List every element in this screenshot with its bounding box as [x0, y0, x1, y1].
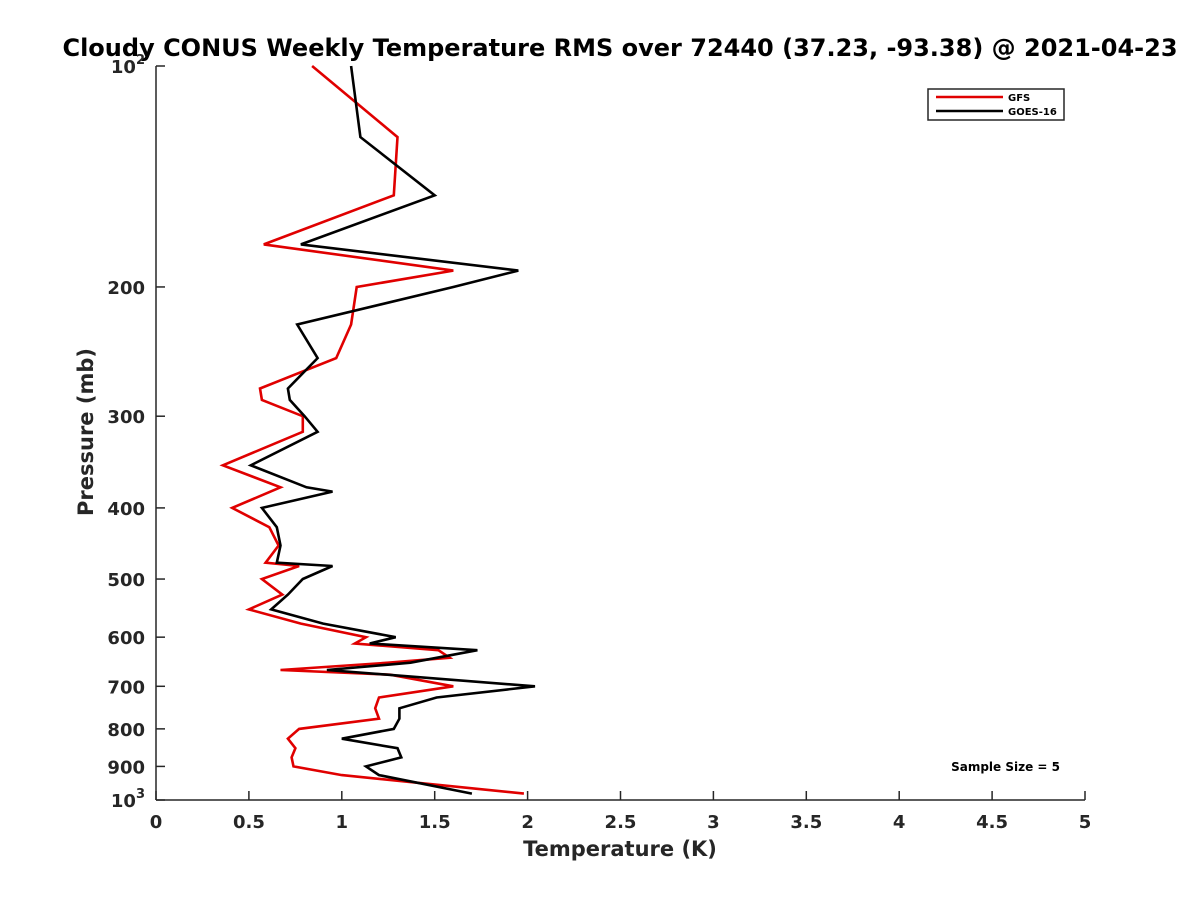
sample-size-annotation: Sample Size = 5 [951, 760, 1060, 774]
y-tick-label-exponent: 3 [136, 787, 145, 802]
y-tick-label: 900 [107, 757, 145, 778]
y-tick-label: 200 [107, 278, 145, 299]
legend: GFS GOES-16 [927, 88, 1065, 121]
y-tick-label: 600 [107, 628, 145, 649]
plot-background [156, 66, 1085, 800]
series-line-gfs [219, 65, 525, 795]
chart-title: Cloudy CONUS Weekly Temperature RMS over… [62, 34, 1177, 62]
x-tick-label: 3 [707, 812, 720, 833]
x-tick-label: 4.5 [976, 812, 1008, 833]
series-line-goes-16 [247, 65, 536, 795]
y-tick-label: 103 [111, 787, 145, 812]
y-tick-label: 800 [107, 720, 145, 741]
y-tick-label: 400 [107, 499, 145, 520]
x-axis: 0 0.5 1 1.5 2 2.5 3 3.5 4 4.5 5 [150, 791, 1092, 833]
y-tick-label-base: 10 [111, 57, 136, 78]
y-tick-label-exponent: 2 [136, 53, 145, 68]
series-layer [219, 65, 536, 795]
legend-label: GOES-16 [1008, 107, 1057, 118]
y-tick-label: 300 [107, 407, 145, 428]
plot-area [156, 66, 1085, 800]
y-tick-label-base: 10 [111, 791, 136, 812]
x-tick-label: 4 [893, 812, 906, 833]
y-tick-label: 500 [107, 570, 145, 591]
legend-box [927, 88, 1065, 121]
x-tick-label: 1 [336, 812, 349, 833]
x-tick-label: 2.5 [605, 812, 637, 833]
x-tick-label: 1.5 [419, 812, 451, 833]
x-tick-label: 3.5 [790, 812, 822, 833]
y-axis-label: Pressure (mb) [74, 348, 98, 516]
x-tick-label: 0.5 [233, 812, 265, 833]
x-axis-label: Temperature (K) [523, 837, 717, 861]
x-tick-label: 2 [521, 812, 534, 833]
y-tick-label: 102 [111, 53, 145, 78]
x-tick-label: 0 [150, 812, 163, 833]
legend-label: GFS [1008, 93, 1030, 104]
y-tick-label: 700 [107, 677, 145, 698]
x-tick-label: 5 [1079, 812, 1092, 833]
